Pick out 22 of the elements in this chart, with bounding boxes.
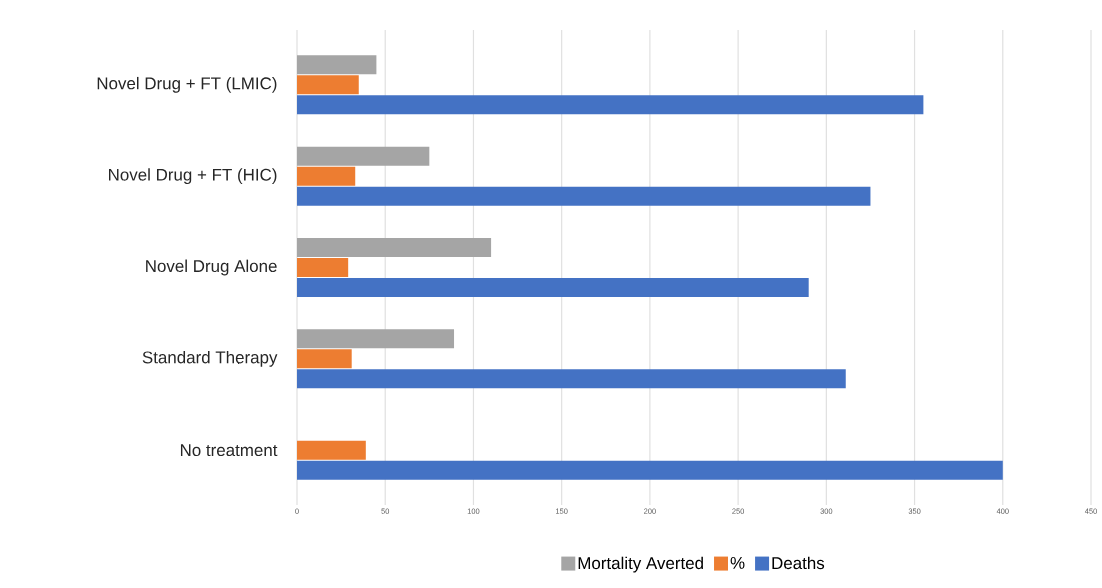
bar <box>297 166 356 186</box>
bar <box>297 460 1003 480</box>
bar <box>297 329 455 349</box>
bar <box>297 440 366 460</box>
bar <box>297 186 871 206</box>
bar <box>297 369 846 389</box>
legend-label: Deaths <box>772 556 825 570</box>
y-tick-label: Novel Drug + FT (LMIC) <box>97 76 277 93</box>
bar <box>297 349 352 369</box>
legend-label: % <box>730 556 745 569</box>
bar <box>297 75 359 95</box>
y-tick-label: No treatment <box>180 444 278 457</box>
y-tick-label: Novel Drug Alone <box>146 259 277 276</box>
bar <box>297 278 809 297</box>
bar <box>297 258 349 277</box>
y-tick-label: Standard Therapy <box>142 350 278 367</box>
bar <box>297 238 492 257</box>
y-tick-label: Novel Drug + FT (HIC) <box>109 168 277 185</box>
bar <box>297 146 430 166</box>
bar <box>297 55 377 75</box>
legend-label: Mortality Averted <box>578 556 703 573</box>
bar <box>297 95 924 115</box>
